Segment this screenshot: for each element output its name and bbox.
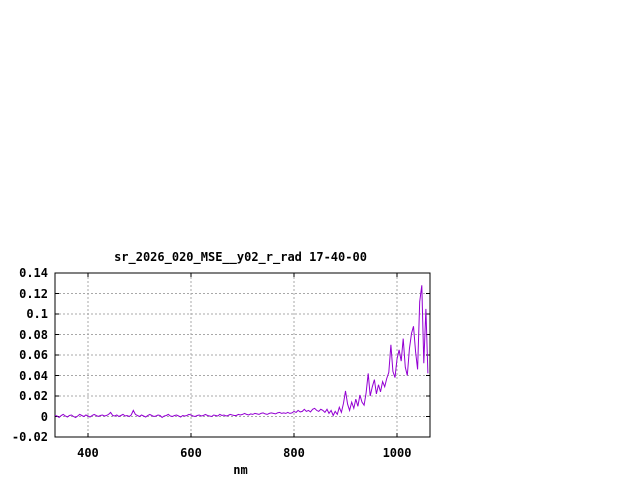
y-tick-label: 0.1 — [26, 307, 48, 321]
x-tick-label: 400 — [77, 446, 99, 460]
y-tick-label: 0 — [40, 409, 48, 424]
y-tick-label: 0.04 — [19, 368, 48, 383]
y-tick-label: 0.08 — [19, 327, 48, 342]
chart-title: sr_2026_020_MSE__y02_r_rad 17-40-00 — [114, 250, 367, 264]
y-tick-label: 0.12 — [19, 286, 48, 301]
x-tick-label: 600 — [180, 446, 202, 460]
x-tick-label: 800 — [283, 446, 305, 460]
spectrum-line — [54, 285, 429, 419]
y-tick-label: -0.02 — [11, 430, 48, 444]
y-tick-label: 0.02 — [19, 389, 48, 403]
y-tick-label: 0.06 — [19, 348, 48, 362]
y-tick-label: 0.14 — [19, 266, 48, 280]
plot-frame — [54, 272, 431, 438]
x-axis-label: nm — [233, 463, 248, 477]
x-tick-label: 1000 — [382, 446, 412, 460]
